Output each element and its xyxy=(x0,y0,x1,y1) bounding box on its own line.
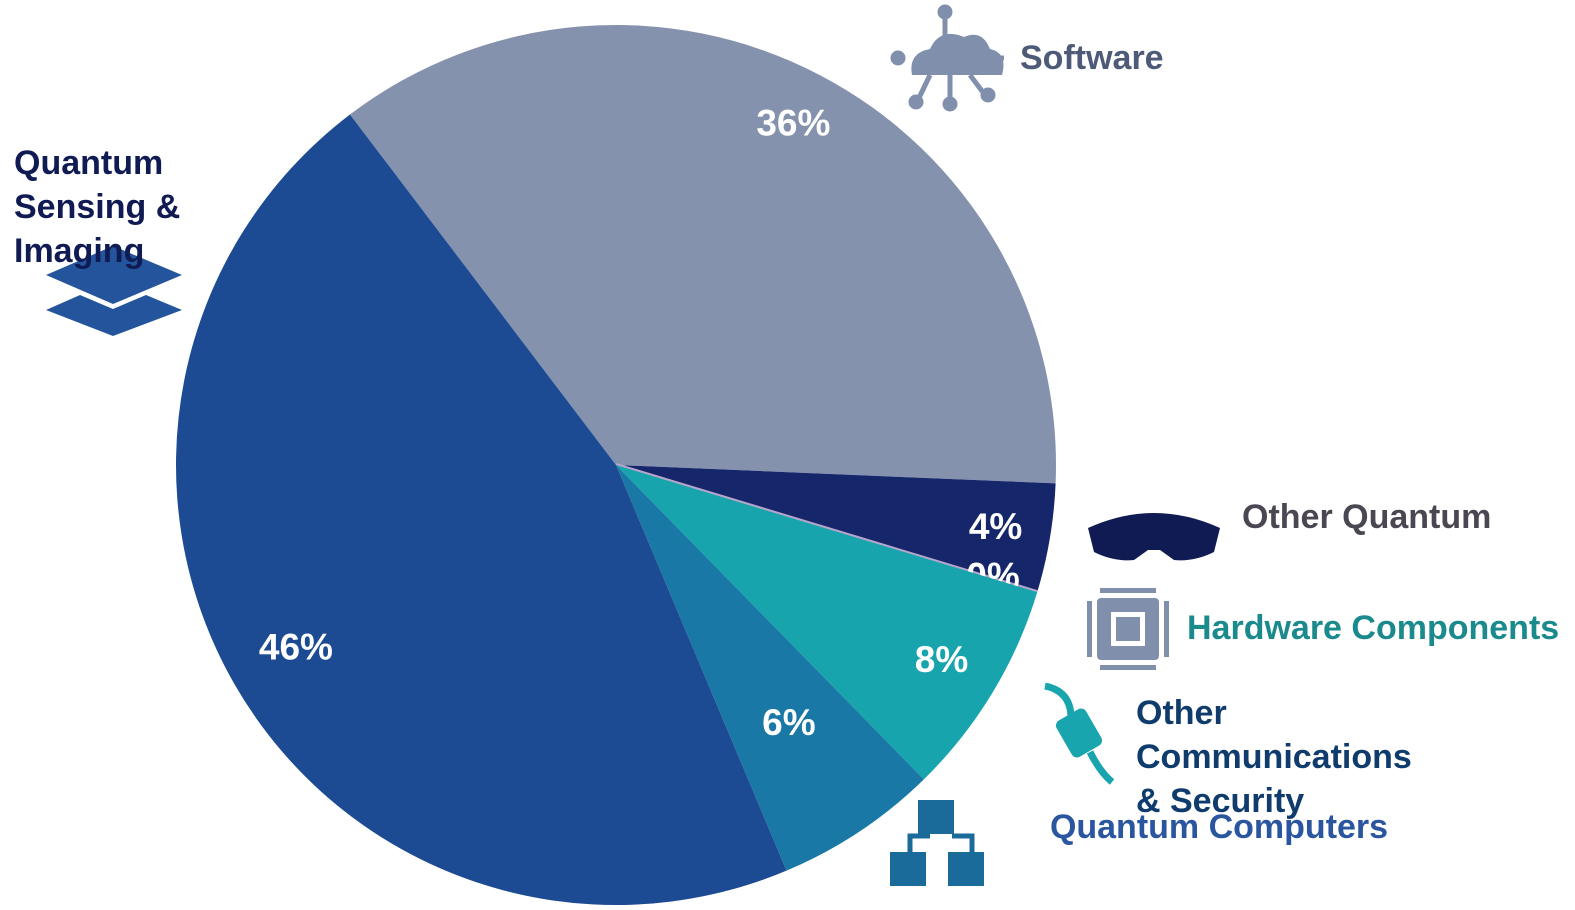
category-label: Hardware Components xyxy=(1187,609,1560,647)
category-label: Software xyxy=(1020,39,1164,77)
category-label: Quantum Sensing & Imaging xyxy=(14,144,181,270)
blocks-icon xyxy=(890,800,984,886)
category-label: Quantum Computers xyxy=(1049,808,1389,846)
category-label: Other Communications & Security xyxy=(1136,694,1412,820)
layers-icon xyxy=(46,246,182,336)
pie-slice xyxy=(175,114,787,906)
chip-icon xyxy=(1087,588,1169,670)
value-label: 4% xyxy=(969,506,1022,547)
headset-icon xyxy=(1088,513,1220,561)
category-label: Other Quantum xyxy=(1242,498,1492,536)
value-label: 6% xyxy=(762,702,815,743)
pie-slice xyxy=(349,25,1056,484)
pie-slice xyxy=(616,465,924,871)
value-label: 46% xyxy=(259,627,333,668)
value-label: 8% xyxy=(915,639,968,680)
pie-slice xyxy=(616,465,1038,780)
value-label: 36% xyxy=(756,103,830,144)
plug-icon xyxy=(1044,682,1115,785)
software-icon xyxy=(890,4,1004,112)
